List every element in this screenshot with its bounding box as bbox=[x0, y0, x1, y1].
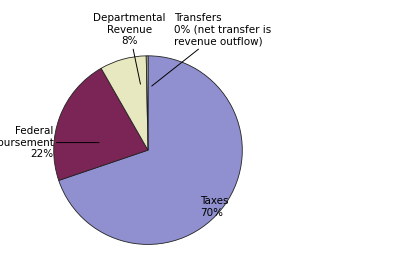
Wedge shape bbox=[101, 56, 148, 150]
Wedge shape bbox=[59, 56, 242, 244]
Text: Taxes
70%: Taxes 70% bbox=[200, 196, 228, 218]
Text: Departmental
Revenue
8%: Departmental Revenue 8% bbox=[93, 13, 166, 84]
Wedge shape bbox=[146, 56, 148, 150]
Text: Federal
Reimbursement
22%: Federal Reimbursement 22% bbox=[0, 126, 99, 159]
Text: Transfers
0% (net transfer is
revenue outflow): Transfers 0% (net transfer is revenue ou… bbox=[152, 13, 272, 86]
Wedge shape bbox=[54, 68, 148, 180]
